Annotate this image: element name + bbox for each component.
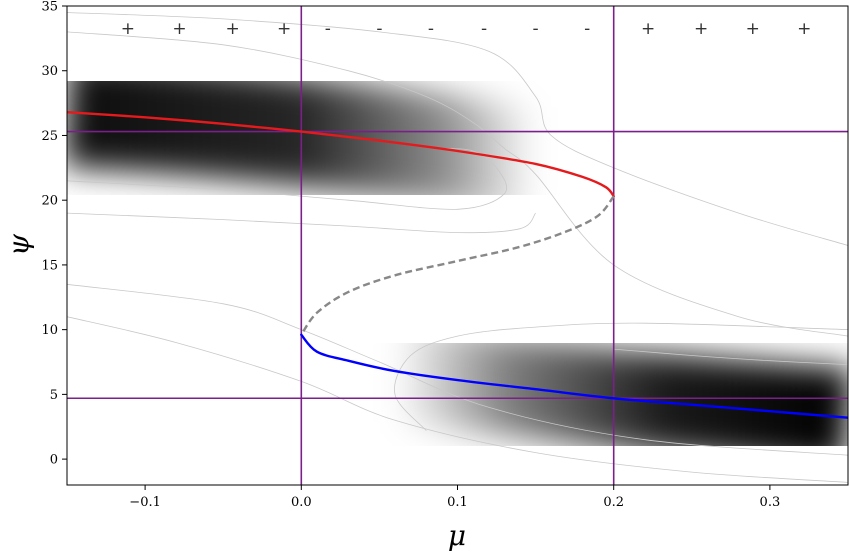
contour-line-4 [67, 283, 848, 456]
x-tick-label: 0.0 [291, 495, 312, 510]
sign-marker-13: + [797, 19, 811, 39]
contour-line-6 [394, 322, 848, 431]
contour-line-0 [67, 12, 848, 246]
upper-stable-branch [67, 111, 615, 198]
sign-marker-0: + [121, 19, 135, 39]
sign-marker-9: - [584, 19, 590, 39]
y-tick-label: 0 [50, 453, 58, 468]
y-axis: 0 5 10 15 20 25 30 35 [41, 0, 67, 468]
y-tick-label: 5 [50, 388, 58, 403]
y-tick-label: 35 [41, 0, 58, 15]
x-axis: −0.1 0.0 0.1 0.2 0.3 [129, 485, 780, 510]
sign-marker-8: - [533, 19, 539, 39]
y-tick-label: 30 [41, 64, 58, 79]
y-tick-label: 10 [41, 323, 58, 338]
sign-marker-11: + [694, 19, 708, 39]
sign-marker-4: - [325, 19, 331, 39]
contour-line-7 [613, 348, 848, 365]
x-tick-label: 0.3 [760, 495, 781, 510]
y-tick-label: 25 [41, 129, 58, 144]
contour-line-3 [67, 212, 536, 234]
sign-markers: + + + + - - - - - - + + + + [121, 19, 812, 39]
y-tick-label: 20 [41, 194, 58, 209]
contour-line-1 [67, 31, 848, 337]
lower-stable-branch [300, 333, 848, 419]
sign-marker-6: - [428, 19, 434, 39]
heatmap-band-lower [387, 322, 848, 467]
sign-marker-3: + [277, 19, 291, 39]
sign-marker-10: + [641, 19, 655, 39]
x-tick-label: 0.1 [447, 495, 468, 510]
x-axis-label: μ [448, 519, 466, 552]
unstable-branch [300, 195, 615, 336]
sign-marker-12: + [746, 19, 760, 39]
y-axis-label: ψ [2, 233, 35, 256]
y-tick-label: 15 [41, 258, 58, 273]
x-tick-label: 0.2 [603, 495, 624, 510]
sign-marker-7: - [481, 19, 487, 39]
sign-marker-2: + [225, 19, 239, 39]
reference-lines [67, 6, 848, 485]
curves [67, 111, 848, 419]
sign-marker-5: - [376, 19, 382, 39]
contour-lines [67, 12, 848, 483]
x-tick-label: −0.1 [129, 495, 161, 510]
contour-line-5 [67, 316, 848, 483]
sign-marker-1: + [172, 19, 186, 39]
